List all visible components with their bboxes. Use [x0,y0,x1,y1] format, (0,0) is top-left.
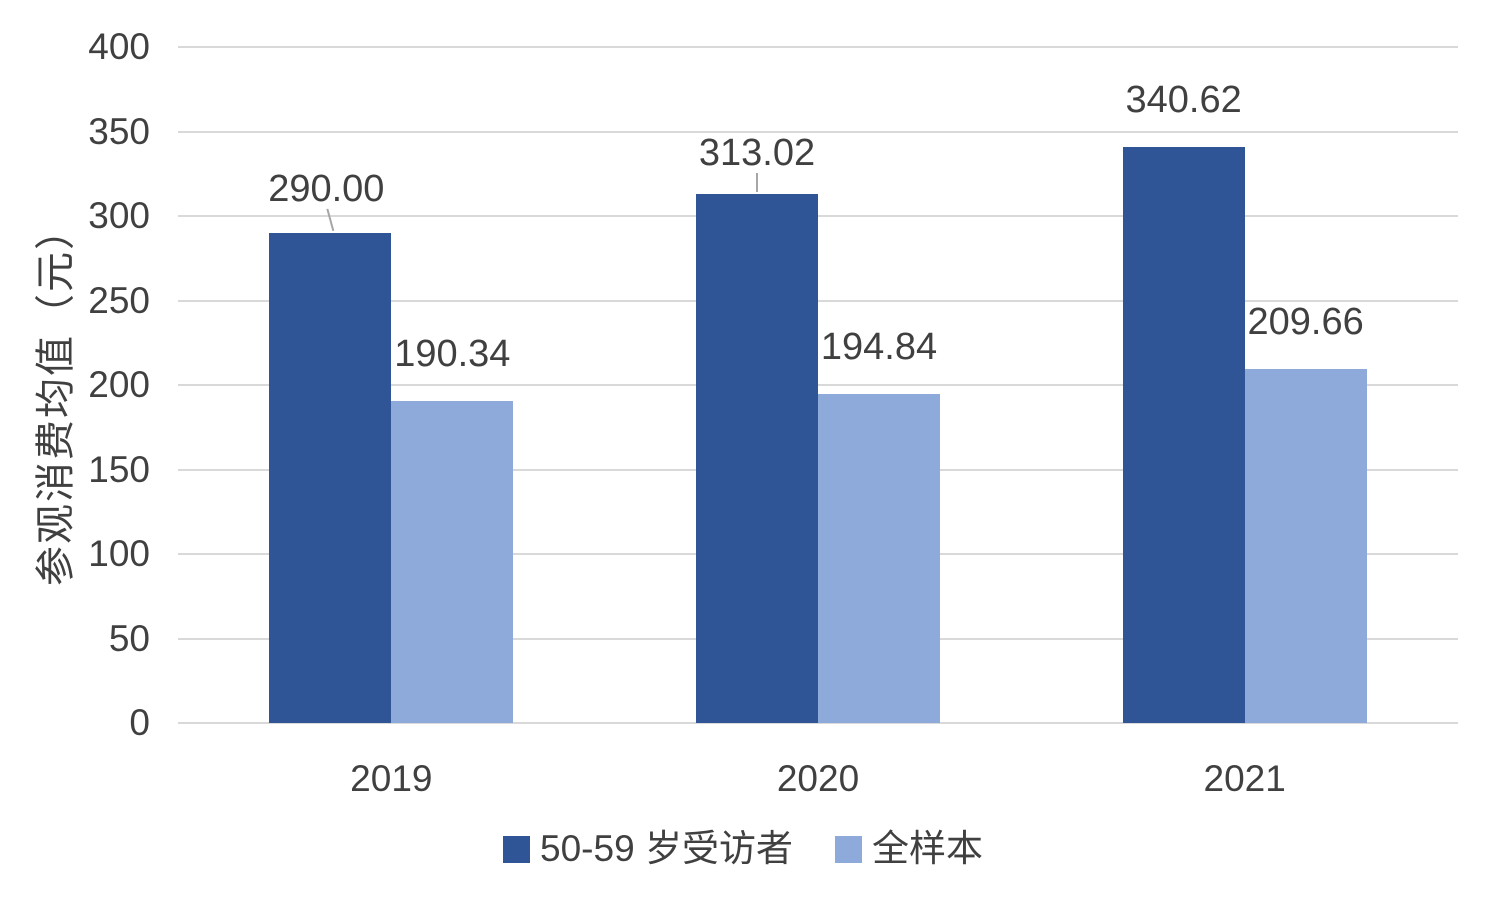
legend-item-series0: 50-59 岁受访者 [503,830,793,868]
bar-2020-series0 [696,193,818,723]
x-tick-label-2021: 2021 [1203,758,1286,799]
y-tick-label-0: 0 [129,702,150,743]
legend-item-series1: 全样本 [834,828,983,869]
y-tick-label-250: 250 [88,279,150,321]
gridline-y-250 [178,299,1458,302]
bar-2019-series1 [391,401,514,723]
y-tick-label-350: 350 [88,110,150,152]
gridline-y-0 [178,722,1458,724]
bar-2020-series1 [818,393,940,723]
value-label-2021-series1: 209.66 [1247,300,1364,343]
value-label-2019-series0: 290.00 [268,167,385,210]
gridline-y-400 [178,46,1458,48]
y-tick-label-100: 100 [88,533,150,574]
gridline-y-300 [178,215,1458,217]
legend-label: 50-59 岁受访者 [540,828,793,869]
gridline-y-200 [178,384,1458,386]
value-label-2020-series1: 194.84 [820,325,938,368]
legend-swatch-icon [834,835,862,863]
y-tick-label-400: 400 [88,26,150,67]
y-tick-label-50: 50 [108,617,150,659]
bar-2019-series0 [269,232,392,723]
bar-2021-series0 [1122,147,1245,723]
y-tick-label-200: 200 [88,364,150,405]
bar-2021-series1 [1244,368,1367,723]
leader-line-2019-series0 [326,208,335,232]
value-label-2019-series1: 190.34 [394,333,511,376]
value-label-2021-series0: 340.62 [1125,79,1242,122]
x-tick-label-2020: 2020 [776,758,860,799]
legend-swatch-icon [503,835,531,863]
legend-label: 全样本 [871,828,983,869]
legend: 50-59 岁受访者 全样本 [0,830,1493,868]
x-tick-label-2019: 2019 [350,758,433,799]
value-label-2020-series0: 313.02 [698,131,816,174]
y-tick-label-150: 150 [88,448,150,490]
y-tick-label-300: 300 [88,195,150,236]
gridline-y-350 [178,130,1458,133]
